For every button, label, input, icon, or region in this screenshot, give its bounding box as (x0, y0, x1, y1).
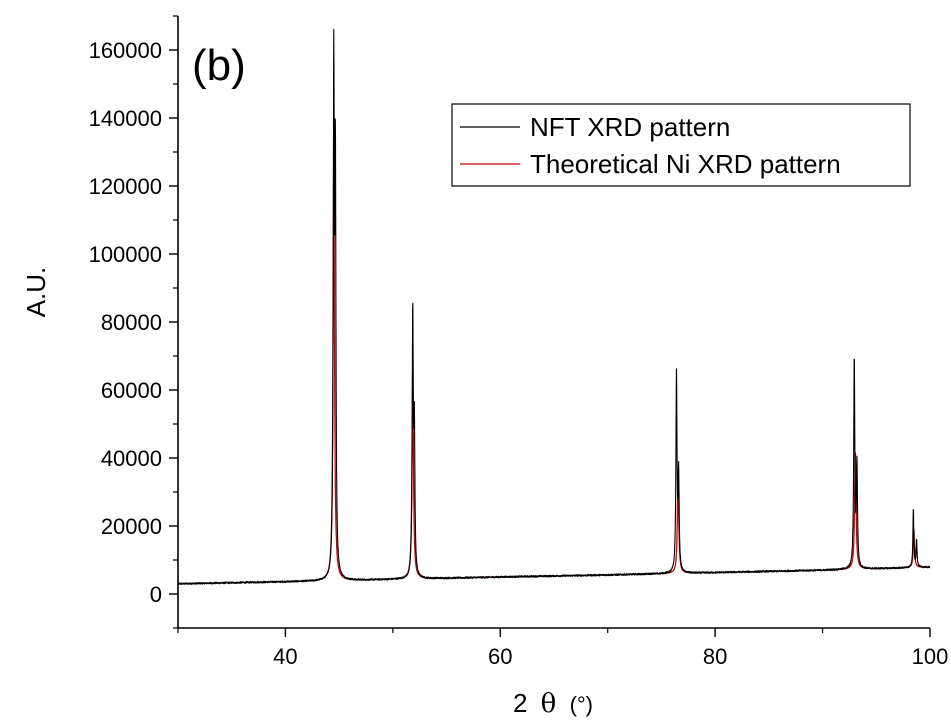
series-line-nft (177, 28, 931, 585)
panel-label: (b) (192, 41, 246, 90)
legend: NFT XRD pattern Theoretical Ni XRD patte… (451, 103, 911, 187)
x-ticks: 40 60 80 100 (177, 628, 949, 669)
y-tick-label: 40000 (101, 446, 162, 471)
plot-area: 40 60 80 100 0 20000 40000 60000 80000 100000 120… (89, 15, 949, 669)
x-tick-label: 80 (703, 644, 727, 669)
series-line-theoretical (177, 144, 931, 585)
x-axis-title: 2 θ (°) (513, 688, 593, 719)
y-tick-label: 20000 (101, 514, 162, 539)
y-ticks: 0 20000 40000 60000 80000 100000 120000 140000 1… (89, 15, 178, 629)
y-tick-label: 80000 (101, 310, 162, 335)
legend-label-nft: NFT XRD pattern (530, 112, 730, 142)
y-tick-label: 160000 (89, 38, 162, 63)
x-tick-label: 60 (488, 644, 512, 669)
y-tick-label: 0 (150, 582, 162, 607)
y-tick-label: 120000 (89, 174, 162, 199)
x-tick-label: 100 (912, 644, 949, 669)
x-axis-title-symbol: θ (541, 689, 557, 719)
legend-label-theoretical: Theoretical Ni XRD pattern (530, 149, 841, 179)
series-layer (177, 28, 931, 585)
axes-layer: 40 60 80 100 0 20000 40000 60000 80000 100000 120… (89, 15, 949, 669)
y-tick-label: 100000 (89, 242, 162, 267)
y-tick-label: 60000 (101, 378, 162, 403)
y-axis-title: A.U. (21, 267, 51, 318)
y-tick-label: 140000 (89, 106, 162, 131)
legend-box (451, 103, 911, 187)
x-axis-title-prefix: 2 (513, 688, 527, 718)
x-axis-title-unit: (°) (570, 692, 593, 717)
x-tick-label: 40 (273, 644, 297, 669)
